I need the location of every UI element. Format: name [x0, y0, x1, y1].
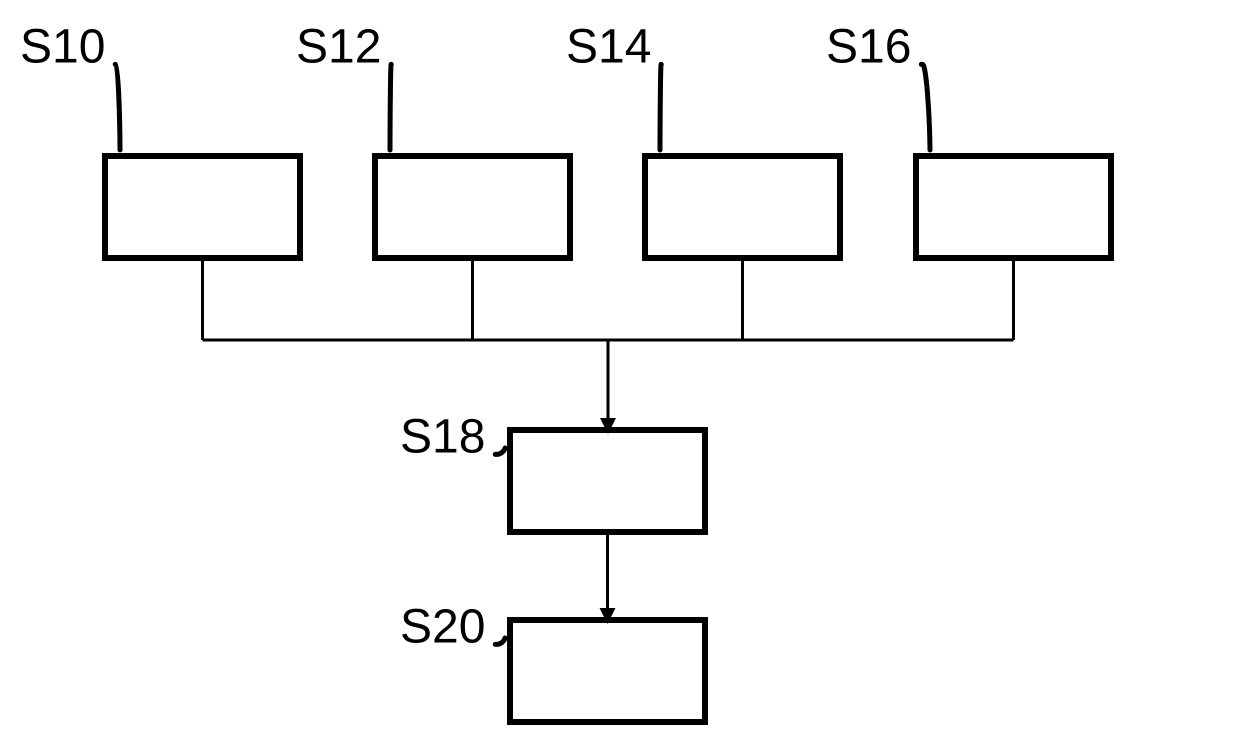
box-S20 — [510, 620, 705, 722]
leader-S16 — [921, 64, 930, 150]
leader-S14 — [660, 64, 661, 150]
box-S12 — [375, 156, 570, 258]
label-S10: S10 — [20, 21, 105, 74]
label-S20: S20 — [400, 601, 485, 654]
label-S16: S16 — [826, 21, 911, 74]
label-S18: S18 — [400, 411, 485, 464]
leader-S10 — [115, 64, 120, 150]
label-S12: S12 — [296, 21, 381, 74]
box-S16 — [916, 156, 1111, 258]
leader-S18 — [495, 448, 505, 454]
leader-S20 — [495, 638, 505, 644]
box-S10 — [105, 156, 300, 258]
leader-S12 — [390, 64, 391, 150]
box-S14 — [645, 156, 840, 258]
box-S18 — [510, 430, 705, 532]
flow-diagram: S10 S12 S14 S16 S18 S20 — [0, 0, 1240, 742]
label-S14: S14 — [566, 21, 651, 74]
